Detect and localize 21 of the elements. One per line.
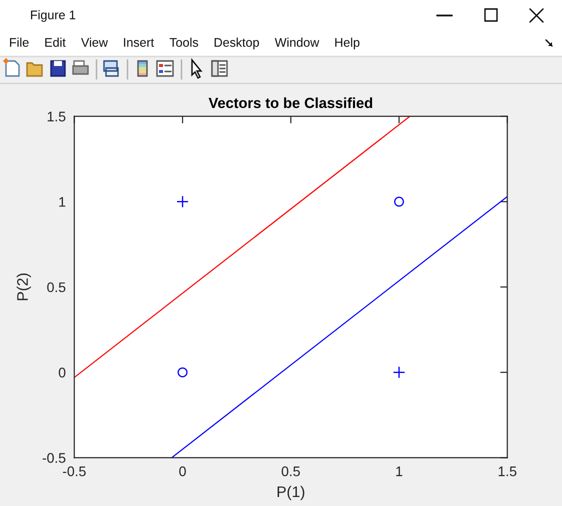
y-axis-title: P(2) [16, 274, 31, 300]
text: Desktop [214, 38, 259, 50]
y-tick-label: 0 [58, 368, 66, 378]
text: Tools [170, 38, 198, 47]
x-tick-label: 1 [396, 466, 402, 476]
y-tick-label: 1 [59, 197, 66, 207]
y-tick-label: 0.5 [47, 282, 66, 292]
text: View [81, 38, 108, 47]
x-axis-title: P(1) [278, 486, 304, 500]
x-tick-label: 0.5 [282, 466, 300, 476]
y-tick-label: -0.5 [42, 453, 66, 463]
x-tick-label: 1.5 [498, 466, 516, 476]
text: Insert [124, 38, 154, 47]
text: Window [274, 38, 320, 47]
chart-title: Vectors to be Classified [208, 97, 372, 108]
x-tick-label: 0 [179, 466, 186, 476]
text: File [10, 38, 29, 47]
text: Edit [45, 38, 66, 47]
caption: Figure 1 [31, 10, 76, 22]
text: Help [335, 38, 360, 50]
y-tick-label: 1.5 [48, 112, 66, 122]
